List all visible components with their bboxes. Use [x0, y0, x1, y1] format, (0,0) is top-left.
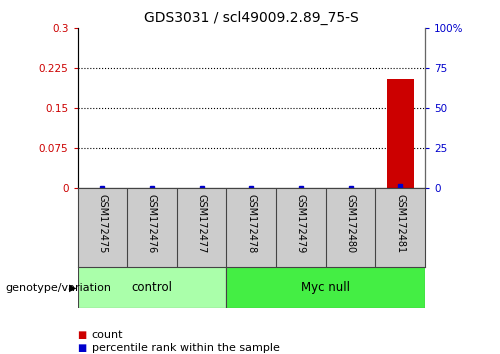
Text: control: control: [132, 281, 172, 294]
Text: ■: ■: [78, 343, 87, 353]
Text: GSM172475: GSM172475: [98, 194, 108, 253]
Text: percentile rank within the sample: percentile rank within the sample: [92, 343, 280, 353]
Text: GSM172481: GSM172481: [395, 194, 405, 253]
Text: ■: ■: [78, 330, 87, 339]
Bar: [226, 267, 425, 308]
Text: ▶: ▶: [68, 282, 76, 293]
Text: GSM172477: GSM172477: [196, 194, 206, 253]
Text: GSM172478: GSM172478: [246, 194, 256, 253]
Text: genotype/variation: genotype/variation: [5, 282, 111, 293]
Text: Myc null: Myc null: [301, 281, 350, 294]
Title: GDS3031 / scl49009.2.89_75-S: GDS3031 / scl49009.2.89_75-S: [144, 10, 358, 24]
Text: GSM172479: GSM172479: [296, 194, 306, 253]
Text: GSM172476: GSM172476: [147, 194, 157, 253]
Text: GSM172480: GSM172480: [346, 194, 356, 253]
Bar: [386, 79, 414, 188]
Text: count: count: [92, 330, 123, 339]
Bar: [78, 267, 227, 308]
